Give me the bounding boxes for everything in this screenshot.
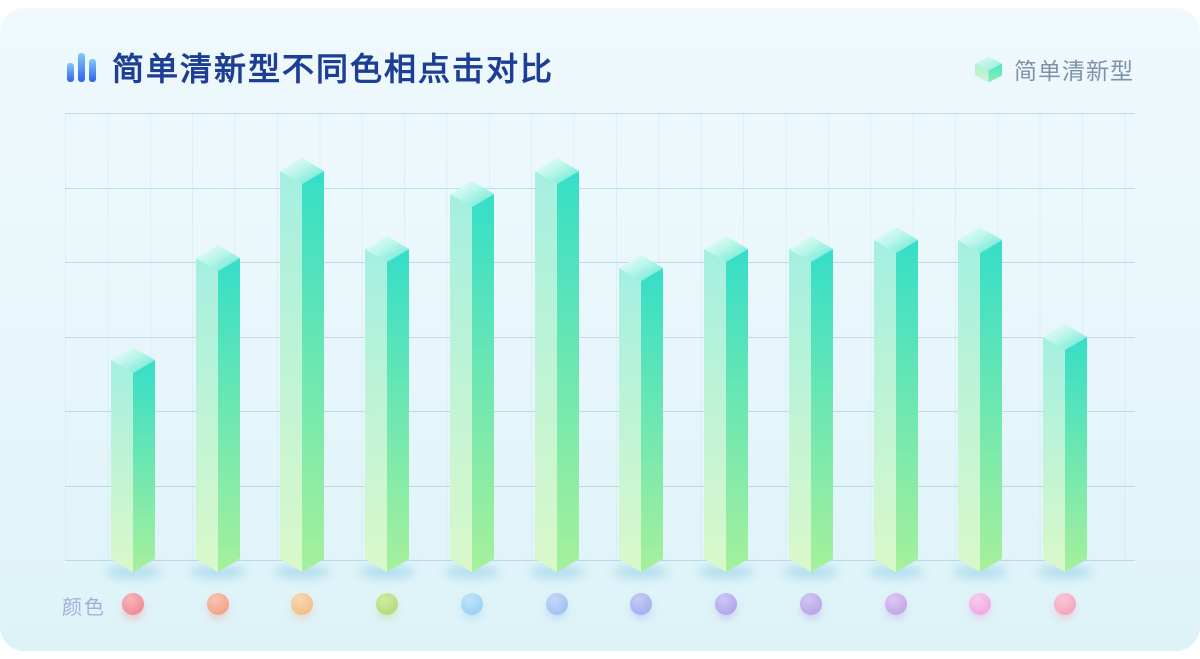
bar-shadow xyxy=(274,566,331,578)
grid-line xyxy=(65,411,1135,412)
chart-card: 简单清新型不同色相点击对比 简单清新型 颜色 xyxy=(0,8,1200,651)
bar-shadow xyxy=(698,566,755,578)
chart-grid xyxy=(65,113,1135,561)
grid-line xyxy=(65,113,1135,114)
bar-shadow xyxy=(782,566,839,578)
grid-line xyxy=(65,262,1135,263)
hue-dot-orange xyxy=(291,593,314,615)
legend-label: 简单清新型 xyxy=(1014,59,1134,85)
bar-column-red[interactable] xyxy=(111,347,155,572)
hue-dot-purple xyxy=(799,593,822,615)
legend-item[interactable]: 简单清新型 xyxy=(975,52,1134,86)
grid-line xyxy=(65,485,1135,487)
bar-column-orange[interactable] xyxy=(280,158,325,572)
hue-dot-blue-violet xyxy=(630,593,653,615)
bar-column-yellow-green[interactable] xyxy=(365,236,410,572)
bar-shadow xyxy=(867,566,924,578)
bar-shadow xyxy=(359,566,416,578)
cube-icon xyxy=(975,56,1002,82)
bar-shadow xyxy=(613,566,670,578)
hue-dot-periwinkle xyxy=(545,593,568,615)
bar-column-coral[interactable] xyxy=(195,245,240,572)
page-title: 简单清新型不同色相点击对比 xyxy=(112,50,555,88)
bar-shadow xyxy=(528,566,585,578)
bar-column-blue-violet[interactable] xyxy=(619,255,664,572)
bar-column-sky-blue[interactable] xyxy=(449,181,494,572)
hue-dot-sky-blue xyxy=(460,593,483,615)
hue-dot-lilac xyxy=(884,593,907,615)
hue-dot-red xyxy=(122,593,144,615)
bar-column-rose[interactable] xyxy=(1042,324,1087,572)
x-axis-label: 颜色 xyxy=(62,595,106,619)
bar-column-periwinkle[interactable] xyxy=(534,158,579,572)
bar-shadow xyxy=(443,566,500,578)
title-wrap: 简单清新型不同色相点击对比 xyxy=(64,44,554,90)
bar-chart-icon xyxy=(67,53,96,82)
bar-column-purple[interactable] xyxy=(788,236,833,572)
bar-column-lavender[interactable] xyxy=(704,236,749,572)
header: 简单清新型不同色相点击对比 简单清新型 xyxy=(64,44,1136,88)
bar-shadow xyxy=(1036,566,1093,578)
hue-dot-coral xyxy=(206,593,229,615)
grid-line xyxy=(65,560,1135,561)
bar-shadow xyxy=(952,566,1009,578)
bar-shadow xyxy=(105,566,161,578)
hue-dot-rose xyxy=(1053,593,1076,615)
hue-dot-lavender xyxy=(715,593,738,615)
bar-shadow xyxy=(189,566,246,578)
grid-line xyxy=(65,187,1135,189)
hue-dot-yellow-green xyxy=(376,593,399,615)
hue-dot-pink xyxy=(969,593,992,615)
bar-column-pink[interactable] xyxy=(958,227,1003,572)
grid-line xyxy=(65,336,1135,338)
bar-column-lilac[interactable] xyxy=(873,227,918,572)
